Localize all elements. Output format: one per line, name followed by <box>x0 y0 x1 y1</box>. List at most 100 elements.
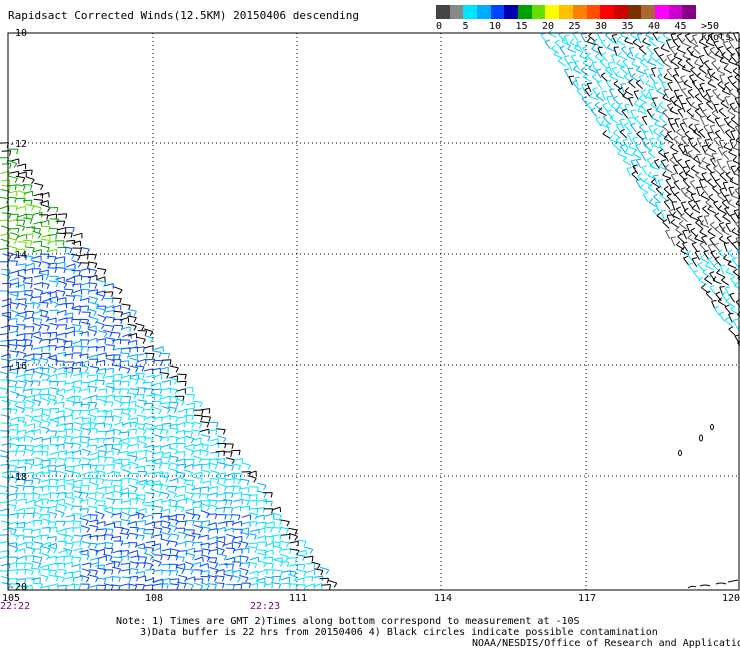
wind-barb <box>40 388 50 390</box>
wind-barb-flag <box>79 487 82 493</box>
wind-barb <box>703 47 709 56</box>
wind-barb <box>635 145 642 154</box>
wind-barb-flag <box>311 556 314 562</box>
wind-barb <box>686 224 691 234</box>
wind-barb-flag <box>621 45 627 50</box>
wind-barb-flag <box>691 257 698 260</box>
wind-barb <box>207 429 217 432</box>
wind-barb-flag <box>15 487 19 493</box>
wind-barb <box>31 357 41 361</box>
wind-barb-flag <box>111 410 113 416</box>
wind-barb <box>303 555 313 559</box>
wind-barb <box>656 60 665 67</box>
wind-barb-flag <box>85 520 89 526</box>
wind-barb-flag <box>591 45 596 50</box>
wind-barb-flag <box>651 178 656 183</box>
wind-barb <box>690 194 696 203</box>
wind-barb-flag <box>111 360 115 366</box>
wind-barb-flag <box>45 311 49 317</box>
wind-barb <box>649 138 654 148</box>
wind-barb <box>89 365 99 369</box>
wind-barb <box>97 450 107 452</box>
colorbar-swatch <box>518 5 533 19</box>
wind-barb <box>630 34 639 41</box>
wind-barb-flag <box>29 184 33 190</box>
wind-barb <box>152 527 162 530</box>
wind-barb <box>10 390 20 395</box>
wind-barb <box>80 246 90 250</box>
wind-barb <box>1 582 11 585</box>
wind-barb <box>120 458 130 461</box>
wind-barb <box>8 160 17 164</box>
wind-barb-flag <box>699 82 705 85</box>
wind-barb <box>7 464 17 467</box>
wind-barb-flag <box>713 164 718 169</box>
wind-barb-flag <box>709 236 715 240</box>
colorbar-swatch <box>504 5 519 19</box>
colorbar-label: 35 <box>621 21 634 32</box>
wind-barb-flag <box>255 500 258 506</box>
wind-barb <box>128 484 138 489</box>
wind-barb <box>65 239 75 242</box>
wind-barb-flag <box>198 493 202 499</box>
wind-barb <box>24 568 34 571</box>
wind-barb <box>640 104 647 113</box>
wind-barb-flag <box>729 176 734 182</box>
wind-barb <box>311 561 321 565</box>
wind-barb <box>41 225 51 228</box>
wind-barb <box>733 147 740 152</box>
wind-barb-flag <box>166 540 170 546</box>
wind-barb <box>217 499 227 502</box>
wind-barb-flag <box>126 444 131 450</box>
wind-barb <box>714 215 722 223</box>
wind-barb <box>719 265 724 275</box>
wind-barb <box>711 112 720 120</box>
wind-barb-flag <box>719 124 725 127</box>
wind-barb-flag <box>175 570 179 576</box>
wind-barb-flag <box>31 549 36 555</box>
wind-barb-flag <box>16 214 19 220</box>
wind-barb <box>65 295 75 297</box>
wind-barb <box>120 477 130 480</box>
wind-barb <box>112 437 122 440</box>
wind-barb <box>57 435 67 439</box>
wind-barb-flag <box>652 128 658 132</box>
wind-barb-flag <box>674 191 680 195</box>
wind-barb <box>41 372 50 377</box>
wind-barb <box>161 548 171 552</box>
wind-barb-flag <box>174 541 178 548</box>
wind-barb-flag <box>673 180 679 184</box>
wind-barb <box>657 68 663 78</box>
wind-barb <box>161 462 171 465</box>
wind-barb-flag <box>142 484 146 490</box>
wind-barb <box>95 321 105 326</box>
wind-barb <box>583 76 592 82</box>
wind-barb-flag <box>113 486 116 492</box>
wind-barb <box>79 491 89 494</box>
wind-barb <box>31 528 41 532</box>
wind-barb-flag <box>127 353 130 359</box>
wind-barb-flag <box>720 99 726 104</box>
wind-barb-flag <box>684 190 689 195</box>
wind-barb <box>80 388 90 392</box>
wind-barb <box>121 568 131 572</box>
wind-barb <box>135 405 145 409</box>
wind-barb <box>129 568 139 570</box>
wind-barb-flag <box>702 268 707 273</box>
wind-barb-flag <box>70 443 74 449</box>
wind-barb <box>65 276 75 281</box>
wind-barb-flag <box>65 213 68 219</box>
wind-barb-flag <box>728 326 734 330</box>
wind-barb-flag <box>620 64 625 69</box>
wind-barb <box>15 484 25 487</box>
wind-barb <box>653 131 661 138</box>
wind-barb <box>8 569 18 571</box>
wind-barb-flag <box>79 410 82 416</box>
wind-barb <box>231 449 241 452</box>
wind-barb <box>699 243 707 252</box>
wind-barb <box>666 69 673 78</box>
wind-barb <box>8 521 18 525</box>
wind-barb <box>619 119 624 129</box>
wind-barb <box>113 556 123 559</box>
wind-barb-flag <box>182 514 186 520</box>
